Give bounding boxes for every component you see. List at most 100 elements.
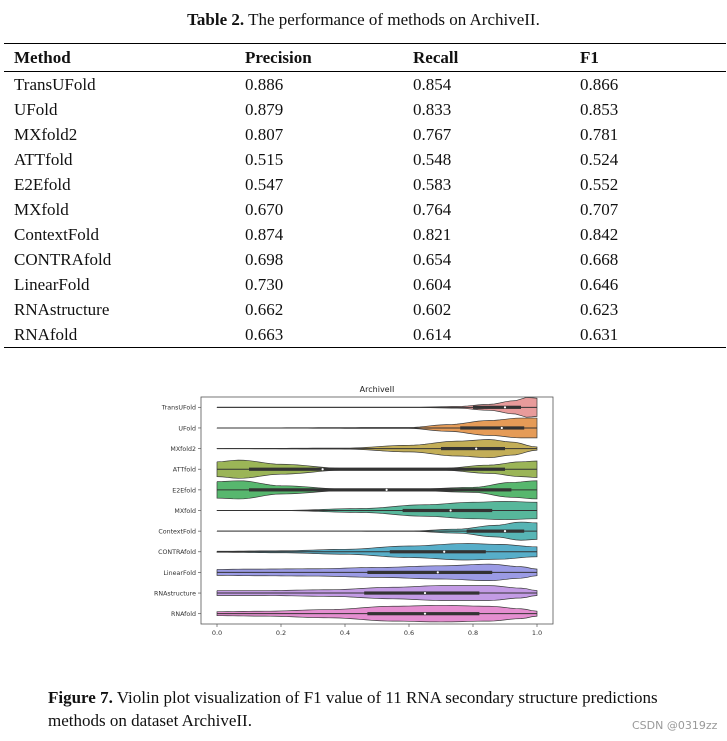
- table-row: ContextFold 0.874 0.821 0.842: [4, 222, 726, 247]
- cell-recall: 0.548: [413, 149, 452, 169]
- xtick-label: 0.4: [340, 629, 350, 637]
- cell-f1: 0.646: [580, 274, 619, 294]
- cell-f1: 0.524: [580, 149, 619, 169]
- table-row: RNAfold 0.663 0.614 0.631: [4, 322, 726, 348]
- table-caption-text: The performance of methods on ArchiveII.: [244, 10, 540, 29]
- iqr-ContextFold: [466, 529, 525, 533]
- iqr-MXfold2: [441, 446, 505, 451]
- median-RNAfold: [423, 612, 427, 615]
- cell-f1: 0.631: [580, 322, 726, 348]
- median-ContextFold: [503, 530, 507, 533]
- cell-method: ATTfold: [14, 149, 73, 169]
- ytick-label: MXfold: [174, 508, 196, 515]
- cell-precision: 0.874: [245, 224, 284, 244]
- cell-method: MXfold: [14, 199, 69, 219]
- header-method: Method: [4, 43, 245, 72]
- iqr-TransUFold: [473, 405, 521, 409]
- iqr-UFold: [460, 426, 525, 430]
- cell-f1: 0.623: [580, 299, 619, 319]
- ytick-label: E2Efold: [172, 487, 196, 494]
- cell-precision: 0.663: [245, 322, 413, 348]
- cell-method: UFold: [14, 99, 58, 119]
- cell-method: RNAstructure: [14, 299, 110, 319]
- ytick-label: RNAstructure: [154, 590, 196, 597]
- ytick-label: UFold: [178, 425, 196, 432]
- table-row: CONTRAfold 0.698 0.654 0.668: [4, 247, 726, 272]
- figure-caption-label: Figure 7.: [48, 688, 113, 707]
- cell-recall: 0.833: [413, 99, 452, 119]
- median-ATTfold: [321, 468, 324, 471]
- median-RNAstructure: [423, 591, 427, 595]
- cell-recall: 0.583: [413, 174, 452, 194]
- cell-recall: 0.821: [413, 224, 452, 244]
- cell-method: MXfold2: [14, 124, 78, 144]
- cell-precision: 0.515: [245, 149, 284, 169]
- table-caption-label: Table 2.: [187, 10, 245, 29]
- table-row: E2Efold 0.547 0.583 0.552: [4, 172, 726, 197]
- iqr-RNAstructure: [364, 591, 480, 595]
- cell-recall: 0.602: [413, 299, 452, 319]
- table-row: TransUFold 0.886 0.854 0.866: [4, 72, 726, 98]
- table-row: MXfold2 0.807 0.767 0.781: [4, 122, 726, 147]
- cell-f1: 0.668: [580, 249, 619, 269]
- median-E2Efold: [385, 488, 388, 491]
- cell-precision: 0.886: [245, 74, 284, 94]
- median-CONTRAfold: [443, 550, 446, 553]
- ytick-label: RNAfold: [171, 611, 196, 618]
- median-LinearFold: [436, 571, 439, 574]
- xtick-label: 0.8: [468, 629, 478, 637]
- iqr-CONTRAfold: [389, 550, 486, 554]
- iqr-E2Efold: [249, 488, 512, 492]
- header-precision: Precision: [245, 43, 413, 72]
- ytick-label: LinearFold: [163, 570, 196, 577]
- ytick-label: ContextFold: [158, 529, 196, 536]
- cell-recall: 0.764: [413, 199, 452, 219]
- xtick-label: 0.2: [276, 629, 286, 637]
- cell-method: TransUFold: [14, 74, 96, 94]
- cell-precision: 0.879: [245, 99, 284, 119]
- xtick-label: 0.6: [404, 629, 414, 637]
- table-header-row: Method Precision Recall F1: [4, 43, 726, 72]
- violin-plot: ArchiveII TransUFold UFold MXfold2 ATTfold E2…: [154, 385, 554, 637]
- cell-recall: 0.604: [413, 274, 452, 294]
- cell-recall: 0.767: [413, 124, 452, 144]
- cell-precision: 0.698: [245, 249, 284, 269]
- table-row: LinearFold 0.730 0.604 0.646: [4, 272, 726, 297]
- iqr-ATTfold: [249, 467, 505, 471]
- cell-precision: 0.547: [245, 174, 284, 194]
- cell-f1: 0.707: [580, 199, 619, 219]
- iqr-MXfold: [402, 508, 493, 513]
- cell-f1: 0.866: [580, 74, 619, 94]
- cell-method: RNAfold: [4, 322, 245, 348]
- cell-f1: 0.552: [580, 174, 619, 194]
- table-row: RNAstructure 0.662 0.602 0.623: [4, 297, 726, 322]
- header-f1: F1: [580, 43, 726, 72]
- iqr-RNAfold: [367, 612, 480, 616]
- ytick-label: MXfold2: [170, 446, 196, 453]
- table-caption: Table 2. The performance of methods on A…: [0, 10, 727, 30]
- performance-table: Method Precision Recall F1 TransUFold 0.8…: [4, 43, 726, 348]
- cell-method: CONTRAfold: [14, 249, 112, 269]
- table-row: ATTfold 0.515 0.548 0.524: [4, 147, 726, 172]
- watermark: CSDN @0319zz: [632, 719, 718, 732]
- cell-recall: 0.614: [413, 322, 580, 348]
- ytick-label: TransUFold: [161, 405, 196, 412]
- iqr-LinearFold: [367, 570, 493, 575]
- median-UFold: [500, 426, 503, 430]
- cell-precision: 0.807: [245, 124, 284, 144]
- cell-precision: 0.670: [245, 199, 284, 219]
- header-recall: Recall: [413, 43, 580, 72]
- median-MXfold2: [475, 447, 478, 450]
- cell-f1: 0.853: [580, 99, 619, 119]
- figure-caption-text: Violin plot visualization of F1 value of…: [48, 688, 658, 730]
- ytick-label: ATTfold: [173, 467, 196, 474]
- table-row: UFold 0.879 0.833 0.853: [4, 97, 726, 122]
- cell-method: E2Efold: [14, 174, 71, 194]
- cell-recall: 0.854: [413, 74, 452, 94]
- median-MXfold: [449, 509, 452, 512]
- cell-f1: 0.781: [580, 124, 619, 144]
- table-row: MXfold 0.670 0.764 0.707: [4, 197, 726, 222]
- cell-method: LinearFold: [14, 274, 90, 294]
- median-TransUFold: [503, 406, 507, 409]
- cell-recall: 0.654: [413, 249, 452, 269]
